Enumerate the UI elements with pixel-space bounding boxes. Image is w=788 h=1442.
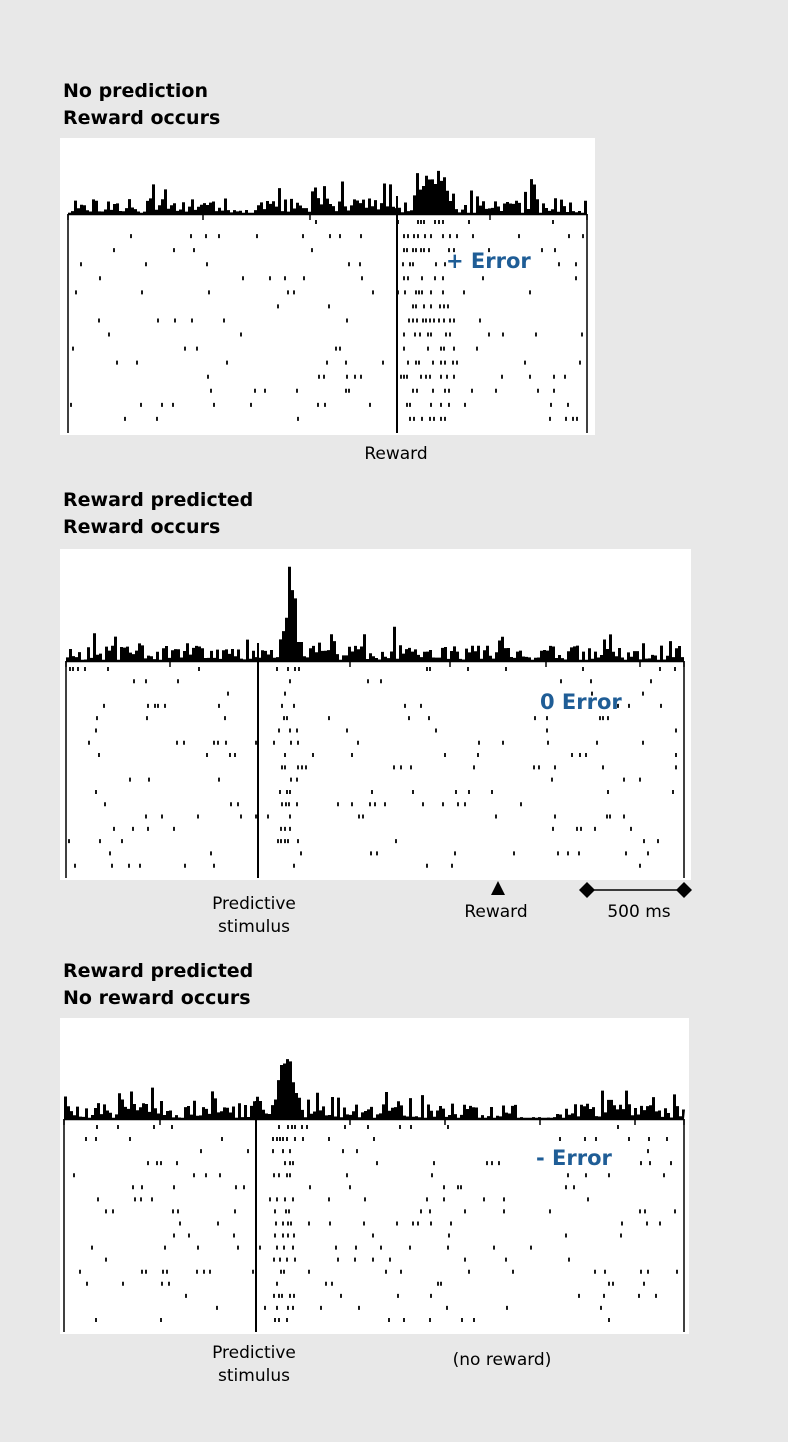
panel-3-stimulus-label-line-1: Predictive [212, 1343, 296, 1363]
panel-2-raster: 0 Error [60, 549, 691, 880]
panel-3-heading-line-1: Reward predicted [63, 960, 254, 982]
panel-3-stimulus-label-line-2: stimulus [218, 1366, 290, 1386]
panel-1-raster: + Error [60, 138, 595, 435]
reward-arrow-icon [491, 881, 505, 895]
panel-2-stimulus-label-line-2: stimulus [218, 917, 290, 937]
panel-3-plot [63, 1059, 685, 1332]
panel-1-error-label: + Error [446, 249, 531, 273]
panel-2-plot [65, 566, 685, 878]
panel-1-heading-line-2: Reward occurs [63, 107, 221, 129]
scale-bar-icon [579, 882, 692, 898]
panel-2-error-label: 0 Error [540, 690, 622, 714]
raster-spikes [68, 667, 677, 868]
histogram-bars [68, 170, 587, 214]
panel-2-stimulus-label-line-1: Predictive [212, 894, 296, 914]
histogram-bars [66, 566, 684, 661]
histogram-bars [64, 1059, 685, 1119]
scale-bar-label: 500 ms [607, 902, 671, 922]
panel-1-reward-label: Reward [364, 444, 428, 464]
panel-3-raster: - Error [60, 1018, 689, 1334]
panel-2-heading-line-1: Reward predicted [63, 489, 254, 511]
panel-1-heading-line-1: No prediction [63, 80, 208, 102]
raster-spikes [73, 1125, 678, 1322]
panel-2-heading-line-2: Reward occurs [63, 516, 221, 538]
panel-2-reward-label: Reward [464, 902, 528, 922]
panel-1-plot [67, 170, 588, 433]
panel-3-error-label: - Error [536, 1146, 612, 1170]
raster-spikes [70, 220, 584, 421]
panel-3-no-reward-label: (no reward) [452, 1350, 552, 1370]
panel-3-heading-line-2: No reward occurs [63, 987, 251, 1009]
